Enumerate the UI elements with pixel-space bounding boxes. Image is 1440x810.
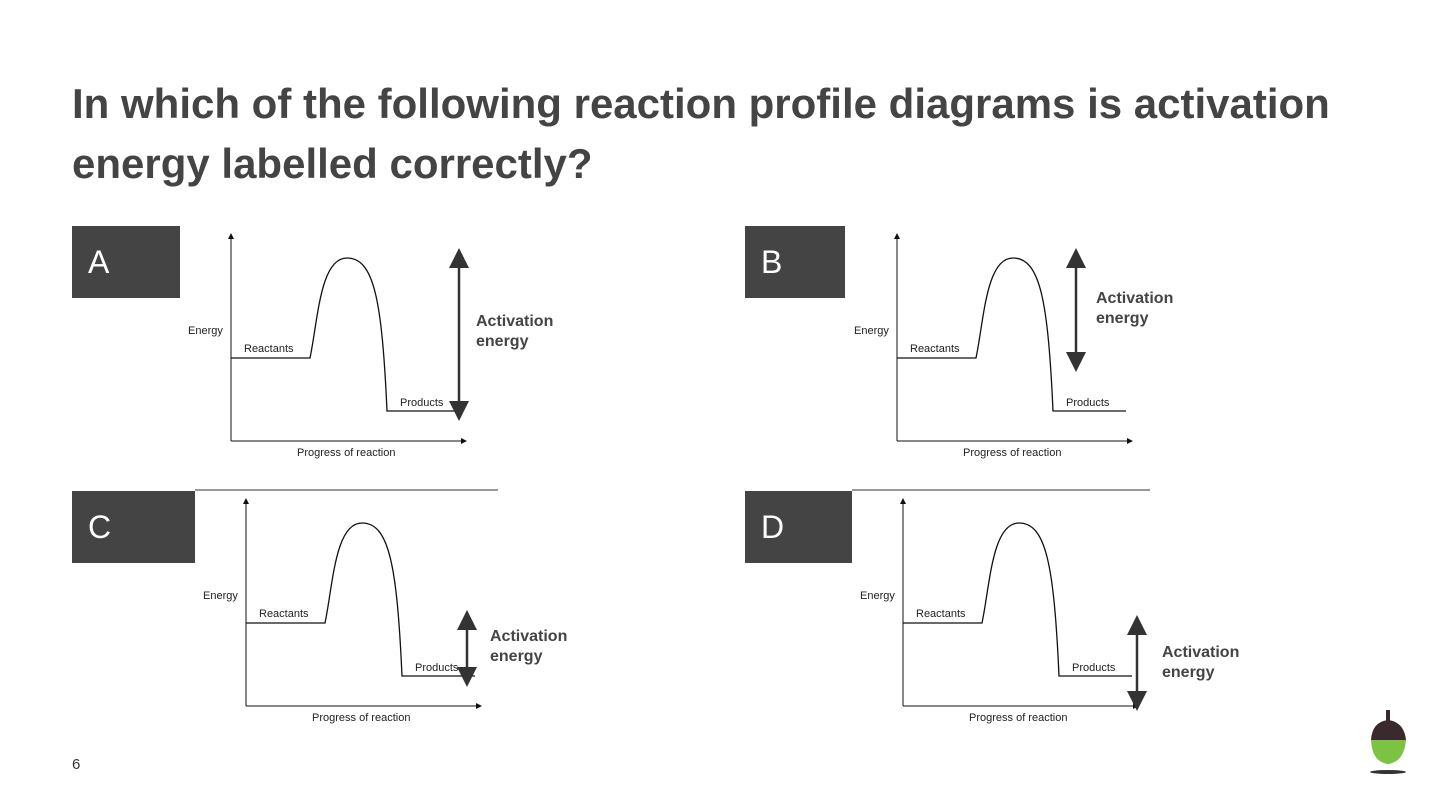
energy-curve [897,257,1126,412]
products-label: Products [400,397,444,409]
products-label: Products [1072,662,1116,674]
energy-label: Energy [188,325,223,337]
x-axis-label: Progress of reaction [969,712,1068,724]
reactants-label: Reactants [916,608,966,620]
energy-label: Energy [854,325,889,337]
products-label: Products [1066,397,1110,409]
energy-curve [246,522,475,677]
logo [1370,710,1406,774]
annotation: Activation energy [1162,644,1240,681]
annotation: Activation energy [490,628,568,665]
reactants-label: Reactants [910,343,960,355]
option-label: B [745,226,845,298]
annotation: Activation energy [476,313,554,350]
energy-curve [903,522,1132,677]
x-axis-label: Progress of reaction [297,447,396,459]
x-axis-label: Progress of reaction [312,712,411,724]
energy-curve [231,257,460,412]
reactants-label: Reactants [244,343,294,355]
page-number: 6 [72,756,81,773]
x-axis-label: Progress of reaction [963,447,1062,459]
title: In which of the following reaction profi… [72,80,1330,187]
option-label: A [72,226,180,298]
option-label: C [72,491,195,563]
energy-label: Energy [860,590,895,602]
option-label: D [745,491,852,563]
energy-label: Energy [203,590,238,602]
products-label: Products [415,662,459,674]
reactants-label: Reactants [259,608,309,620]
annotation: Activation energy [1096,290,1174,327]
